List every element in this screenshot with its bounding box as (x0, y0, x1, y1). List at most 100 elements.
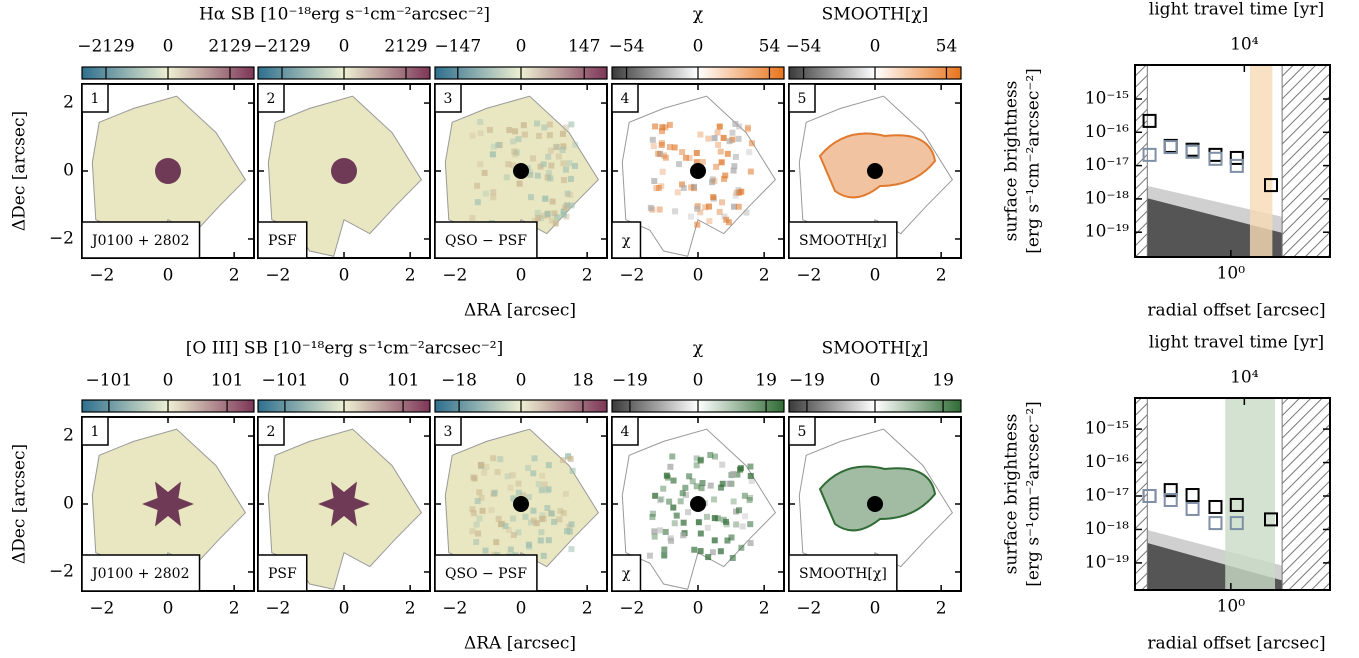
map-pixel (515, 136, 522, 143)
data-point (1208, 516, 1223, 531)
map-pixel (541, 124, 548, 131)
map-pixel (505, 527, 512, 534)
smooth-title: SMOOTH[χ] (822, 5, 929, 25)
map-pixel (686, 473, 693, 480)
panel-number: 4 (621, 424, 630, 440)
x-tick-label: −2 (442, 266, 467, 286)
map-pixel (689, 478, 696, 485)
map-pixel (489, 151, 496, 158)
map-pixel (477, 118, 484, 125)
y-tick-label: 0 (63, 161, 74, 181)
data-point (1208, 147, 1223, 162)
map-pixel (720, 516, 727, 523)
map-pixel (671, 520, 678, 527)
panel-name: QSO − PSF (445, 566, 527, 582)
map-pixel (469, 214, 476, 221)
map-pixel (471, 475, 478, 482)
map-pixel (711, 515, 718, 522)
map-pixel (722, 172, 729, 179)
map-pixel (661, 552, 668, 559)
map-pixel (540, 552, 547, 559)
x-tick-label: 0 (339, 266, 350, 286)
x-axis-label: ΔRA [arcsec] (464, 634, 576, 654)
panel-name-box (257, 554, 308, 592)
y-tick-label: 10⁻¹⁶ (1085, 452, 1129, 472)
panel-number-box (788, 416, 816, 446)
map-pixel (551, 518, 558, 525)
y-axis-label: ΔDec [arcsec] (10, 444, 30, 564)
chi-title: χ (693, 339, 703, 359)
plot-frame (1134, 64, 1331, 258)
map-pixel (691, 546, 698, 553)
map-pixel (512, 128, 519, 135)
map-pixel (535, 215, 542, 222)
map-pixel (649, 510, 656, 517)
map-pixel (657, 497, 664, 504)
map-pixel (571, 162, 578, 169)
map-pixel (697, 209, 704, 216)
map-pixel (477, 161, 484, 168)
plot-frame (1134, 397, 1331, 591)
map-pixel (478, 461, 485, 468)
map-pixel (724, 537, 731, 544)
map-pixel (716, 123, 723, 130)
map-pixel (711, 135, 718, 142)
x-tick-label: 2 (229, 599, 240, 619)
map-pixel (661, 546, 668, 553)
map-pixel (567, 191, 574, 198)
map-pixel (713, 163, 720, 170)
colorbar-tick-label: 18 (572, 371, 594, 391)
map-pixel (559, 130, 566, 137)
map-pixel (545, 153, 552, 160)
x-tick-label: 0 (516, 599, 527, 619)
map-pixel (726, 138, 733, 145)
data-point (1229, 497, 1244, 512)
map-pixel (515, 529, 522, 536)
map-pixel (669, 453, 676, 460)
map-pixel (736, 507, 743, 514)
map-pixel (666, 498, 673, 505)
map-pixel (488, 507, 495, 514)
data-point (1163, 492, 1178, 507)
map-pixel (693, 159, 700, 166)
smooth-title: SMOOTH[χ] (822, 339, 929, 359)
colorbar-tick-label: 2129 (208, 37, 251, 57)
map-pixel (653, 185, 660, 192)
y-tick-label: −2 (49, 561, 74, 581)
excluded-region (1281, 65, 1330, 257)
data-point (1229, 516, 1244, 531)
map-pixel (504, 473, 511, 480)
map-pixel (539, 472, 546, 479)
map-pixel (651, 528, 658, 535)
map-pixel (534, 209, 541, 216)
map-pixel (730, 498, 737, 505)
map-pixel (539, 512, 546, 519)
map-pixel (706, 203, 713, 210)
map-pixel (718, 199, 725, 206)
map-pixel (709, 179, 716, 186)
map-pixel (647, 204, 654, 211)
map-pixel (746, 149, 753, 156)
map-pixel (699, 480, 706, 487)
row-title: [O III] SB [10⁻¹⁸erg s⁻¹cm⁻²arcsec⁻²] (186, 339, 504, 359)
map-pixel (482, 547, 489, 554)
map-pixel (682, 484, 689, 491)
colorbar-tick-label: −101 (262, 371, 309, 391)
colorbar-tick-label: 0 (516, 371, 527, 391)
map-pixel (709, 549, 716, 556)
map-pixel (659, 168, 666, 175)
map-pixel (479, 507, 486, 514)
map-pixel (564, 528, 571, 535)
x2-axis-label: light travel time [yr] (1149, 0, 1324, 20)
map-pixel (505, 161, 512, 168)
map-pixel (738, 544, 745, 551)
colorbar-tick-label: 147 (568, 37, 600, 57)
sensitivity-floor (1135, 195, 1330, 257)
map-pixel (557, 507, 564, 514)
map-pixel (739, 523, 746, 530)
panel-number: 4 (621, 91, 630, 107)
map-pixel (544, 211, 551, 218)
map-pixel (705, 135, 712, 142)
